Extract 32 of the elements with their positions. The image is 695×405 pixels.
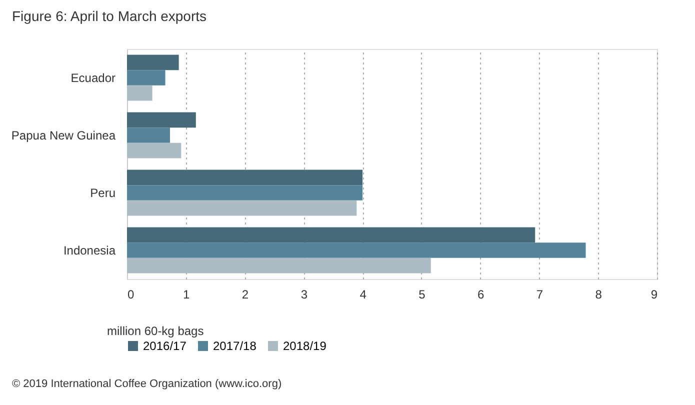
bar (127, 112, 196, 128)
y-tick-label: Indonesia (63, 243, 116, 258)
x-tick-label: 5 (418, 288, 426, 302)
legend-label: 2017/18 (213, 339, 257, 353)
bar (127, 70, 166, 86)
bar (127, 85, 152, 101)
x-tick-label: 7 (536, 288, 544, 302)
y-tick-label: Papua New Guinea (11, 128, 116, 142)
legend-label: 2016/17 (143, 339, 187, 353)
text: © 2019 International Coffee Organization (www.ico.org) (12, 378, 282, 390)
x-tick-label: 9 (650, 288, 658, 302)
x-tick-label: 8 (595, 288, 602, 302)
bar (127, 242, 586, 258)
bar (127, 227, 536, 243)
x-tick-label: 4 (360, 288, 367, 302)
x-axis-title: million 60-kg bags (107, 324, 204, 338)
bar (127, 170, 363, 186)
chart-title: Figure 6: April to March exports (12, 8, 207, 24)
x-tick-label: 6 (477, 288, 484, 302)
bar (127, 185, 363, 200)
y-tick-label: Ecuador (70, 70, 116, 85)
bar (127, 142, 182, 158)
bar (127, 54, 179, 70)
x-tick-label: 0 (128, 288, 134, 302)
bar (127, 258, 431, 274)
x-tick-label: 2 (242, 288, 249, 302)
y-tick-label: Peru (90, 186, 116, 200)
legend-label: 2018/19 (283, 339, 327, 353)
bar (127, 200, 357, 216)
x-tick-label: 3 (300, 288, 308, 302)
bar (127, 128, 170, 143)
x-tick-label: 1 (183, 288, 190, 302)
